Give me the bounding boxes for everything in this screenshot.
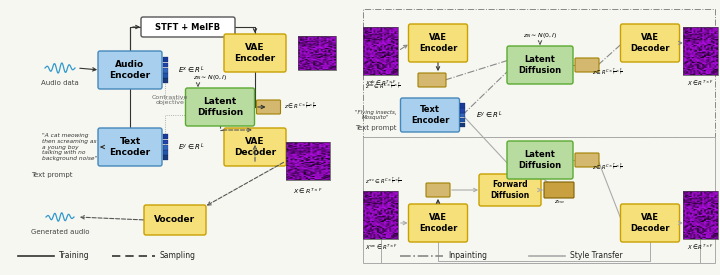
Text: VAE
Encoder: VAE Encoder	[419, 213, 457, 233]
Bar	[163, 73, 168, 78]
Text: Inpainting: Inpainting	[448, 251, 487, 260]
Text: Generated audio: Generated audio	[31, 229, 89, 235]
Bar	[460, 118, 465, 122]
Bar	[163, 57, 168, 62]
Bar	[163, 134, 168, 139]
Bar	[163, 155, 168, 160]
Bar	[298, 36, 336, 70]
Bar	[460, 103, 465, 108]
Text: Contrastive
objective: Contrastive objective	[152, 95, 188, 105]
FancyBboxPatch shape	[575, 153, 599, 167]
Text: Text prompt: Text prompt	[31, 172, 73, 178]
Bar	[363, 191, 398, 239]
FancyBboxPatch shape	[408, 24, 467, 62]
Text: VAE
Decoder: VAE Decoder	[630, 33, 670, 53]
Text: $z^{src}\in R^{C\times\frac{T}{r}\times\frac{F}{r}}$: $z^{src}\in R^{C\times\frac{T}{r}\times\…	[365, 176, 402, 188]
FancyBboxPatch shape	[479, 174, 541, 206]
Text: Style Transfer: Style Transfer	[570, 251, 623, 260]
Bar	[163, 63, 168, 67]
Bar	[163, 150, 168, 155]
Text: $E^x$$\in$$R^L$: $E^x$$\in$$R^L$	[178, 64, 204, 76]
Bar	[163, 68, 168, 73]
Bar	[163, 140, 168, 144]
FancyBboxPatch shape	[224, 34, 286, 72]
Text: VAE
Decoder: VAE Decoder	[630, 213, 670, 233]
Text: STFT + MelFB: STFT + MelFB	[156, 23, 220, 32]
FancyBboxPatch shape	[256, 100, 281, 114]
Text: Latent
Diffusion: Latent Diffusion	[197, 97, 243, 117]
Text: Forward
Diffusion: Forward Diffusion	[490, 180, 530, 200]
FancyBboxPatch shape	[141, 17, 235, 37]
Text: Text
Encoder: Text Encoder	[411, 105, 449, 125]
Text: Text
Encoder: Text Encoder	[109, 137, 150, 157]
Text: VAE
Encoder: VAE Encoder	[235, 43, 276, 63]
FancyBboxPatch shape	[418, 73, 446, 87]
FancyBboxPatch shape	[224, 128, 286, 166]
Text: "A cat meowing
then screaming as
a young boy
talking with no
background noise": "A cat meowing then screaming as a young…	[42, 133, 97, 161]
Text: $X^{src}\in R^{T\times F}$: $X^{src}\in R^{T\times F}$	[364, 243, 397, 252]
FancyBboxPatch shape	[186, 88, 254, 126]
Bar	[460, 123, 465, 127]
Text: $z\in R^{C\times\frac{T}{r}\times\frac{F}{r}}$: $z\in R^{C\times\frac{T}{r}\times\frac{F…	[284, 101, 316, 113]
FancyBboxPatch shape	[621, 204, 680, 242]
Text: Audio
Encoder: Audio Encoder	[109, 60, 150, 80]
Bar	[163, 145, 168, 150]
Text: $z_N$$\sim$$N(0,I)$: $z_N$$\sim$$N(0,I)$	[193, 73, 228, 82]
FancyBboxPatch shape	[98, 128, 162, 166]
Bar	[683, 191, 718, 239]
Text: VAE
Decoder: VAE Decoder	[234, 137, 276, 157]
FancyBboxPatch shape	[408, 204, 467, 242]
Text: $X\in R^{T\times F}$: $X\in R^{T\times F}$	[687, 243, 714, 252]
Text: Text prompt: Text prompt	[355, 125, 397, 131]
FancyBboxPatch shape	[98, 51, 162, 89]
Text: Audio data: Audio data	[41, 80, 79, 86]
FancyBboxPatch shape	[544, 182, 574, 198]
Text: $z\in R^{C\times\frac{T}{r}\times\frac{F}{r}}$: $z\in R^{C\times\frac{T}{r}\times\frac{F…	[592, 162, 623, 174]
Bar	[460, 113, 465, 117]
Text: Vocoder: Vocoder	[154, 216, 196, 224]
Bar	[286, 142, 330, 180]
Bar	[460, 108, 465, 112]
Text: $z_{no}$: $z_{no}$	[554, 198, 564, 206]
Text: $E^y$$\in$$R^L$: $E^y$$\in$$R^L$	[178, 141, 204, 153]
Text: $X\in R^{T\times F}$: $X\in R^{T\times F}$	[293, 187, 323, 196]
Text: Training: Training	[59, 251, 90, 260]
Text: Latent
Diffusion: Latent Diffusion	[518, 55, 562, 75]
FancyBboxPatch shape	[400, 98, 459, 132]
Bar	[683, 27, 718, 75]
FancyBboxPatch shape	[426, 183, 450, 197]
Text: VAE
Encoder: VAE Encoder	[419, 33, 457, 53]
Text: $z\in R^{C\times\frac{T}{r}\times\frac{F}{r}}$: $z\in R^{C\times\frac{T}{r}\times\frac{F…	[592, 67, 623, 79]
FancyBboxPatch shape	[621, 24, 680, 62]
Text: Latent
Diffusion: Latent Diffusion	[518, 150, 562, 170]
Text: $X^{ab}\in R^{T\times F}$: $X^{ab}\in R^{T\times F}$	[365, 79, 397, 88]
FancyBboxPatch shape	[144, 205, 206, 235]
Text: "Flying insects,
Mosquito": "Flying insects, Mosquito"	[355, 110, 397, 120]
Text: $z^{ob}\in R^{C\times\frac{T}{r}\times\frac{F}{r}}$: $z^{ob}\in R^{C\times\frac{T}{r}\times\f…	[365, 81, 400, 93]
Text: Sampling: Sampling	[160, 251, 196, 260]
FancyBboxPatch shape	[507, 141, 573, 179]
Bar	[363, 27, 398, 75]
FancyBboxPatch shape	[507, 46, 573, 84]
FancyBboxPatch shape	[575, 58, 599, 72]
Text: $X\in R^{T\times F}$: $X\in R^{T\times F}$	[687, 79, 714, 88]
Bar	[163, 78, 168, 83]
Text: $E^y$$\in$$R^L$: $E^y$$\in$$R^L$	[475, 109, 502, 121]
Text: $z_N$$\sim$$N(0,I)$: $z_N$$\sim$$N(0,I)$	[523, 32, 557, 40]
